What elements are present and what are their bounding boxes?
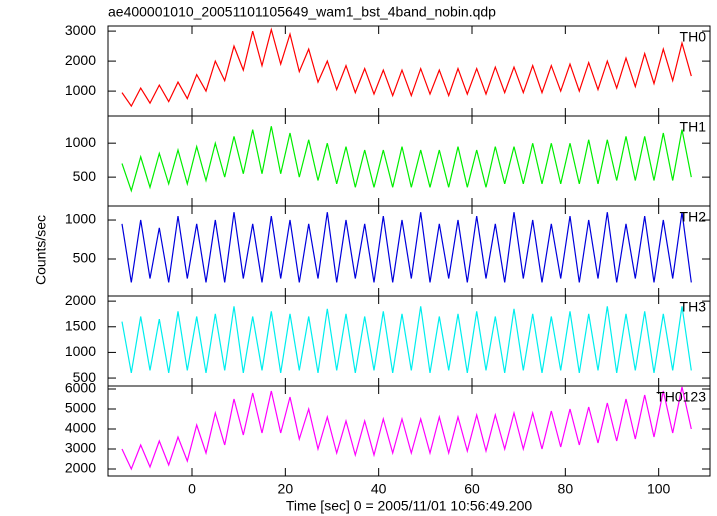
y-tick-label: 500	[73, 168, 97, 184]
x-tick-label: 100	[647, 481, 671, 497]
y-tick-label: 3000	[65, 440, 96, 456]
x-tick-label: 40	[371, 481, 387, 497]
light-curve	[121, 27, 692, 108]
panel-label: TH2	[680, 209, 707, 225]
y-tick-label: 2000	[65, 292, 96, 308]
light-curve	[121, 386, 692, 471]
y-tick-label: 2000	[65, 52, 96, 68]
x-tick-label: 60	[464, 481, 480, 497]
y-tick-label: 1500	[65, 317, 96, 333]
x-tick-label: 20	[278, 481, 294, 497]
light-curve	[121, 306, 692, 374]
panel-frame	[107, 385, 711, 477]
y-tick-label: 1000	[65, 82, 96, 98]
panel-frame	[107, 205, 711, 297]
y-tick-label: 6000	[65, 380, 96, 396]
panel-frame	[107, 25, 711, 117]
y-axis-label: Counts/sec	[33, 215, 49, 285]
light-curve	[121, 212, 692, 283]
y-tick-label: 2000	[65, 460, 96, 476]
x-tick-label: 80	[558, 481, 574, 497]
panel-label: TH3	[680, 299, 707, 315]
y-tick-label: 500	[73, 250, 97, 266]
light-curve	[121, 126, 692, 193]
y-tick-label: 3000	[65, 22, 96, 38]
y-tick-label: 4000	[65, 420, 96, 436]
panel-frame	[107, 295, 711, 387]
y-tick-label: 5000	[65, 400, 96, 416]
panel-label: TH0123	[656, 389, 706, 405]
panel-label: TH1	[680, 119, 707, 135]
x-axis-label: Time [sec] 0 = 2005/11/01 10:56:49.200	[286, 498, 533, 514]
y-tick-label: 1000	[65, 343, 96, 359]
y-tick-label: 500	[73, 369, 97, 385]
y-tick-label: 1000	[65, 134, 96, 150]
y-tick-label: 1000	[65, 211, 96, 227]
panel-frame	[107, 115, 711, 207]
chart-title: ae400001010_20051101105649_wam1_bst_4ban…	[108, 4, 496, 20]
x-tick-label: 0	[188, 481, 196, 497]
panel-label: TH0	[680, 29, 707, 45]
